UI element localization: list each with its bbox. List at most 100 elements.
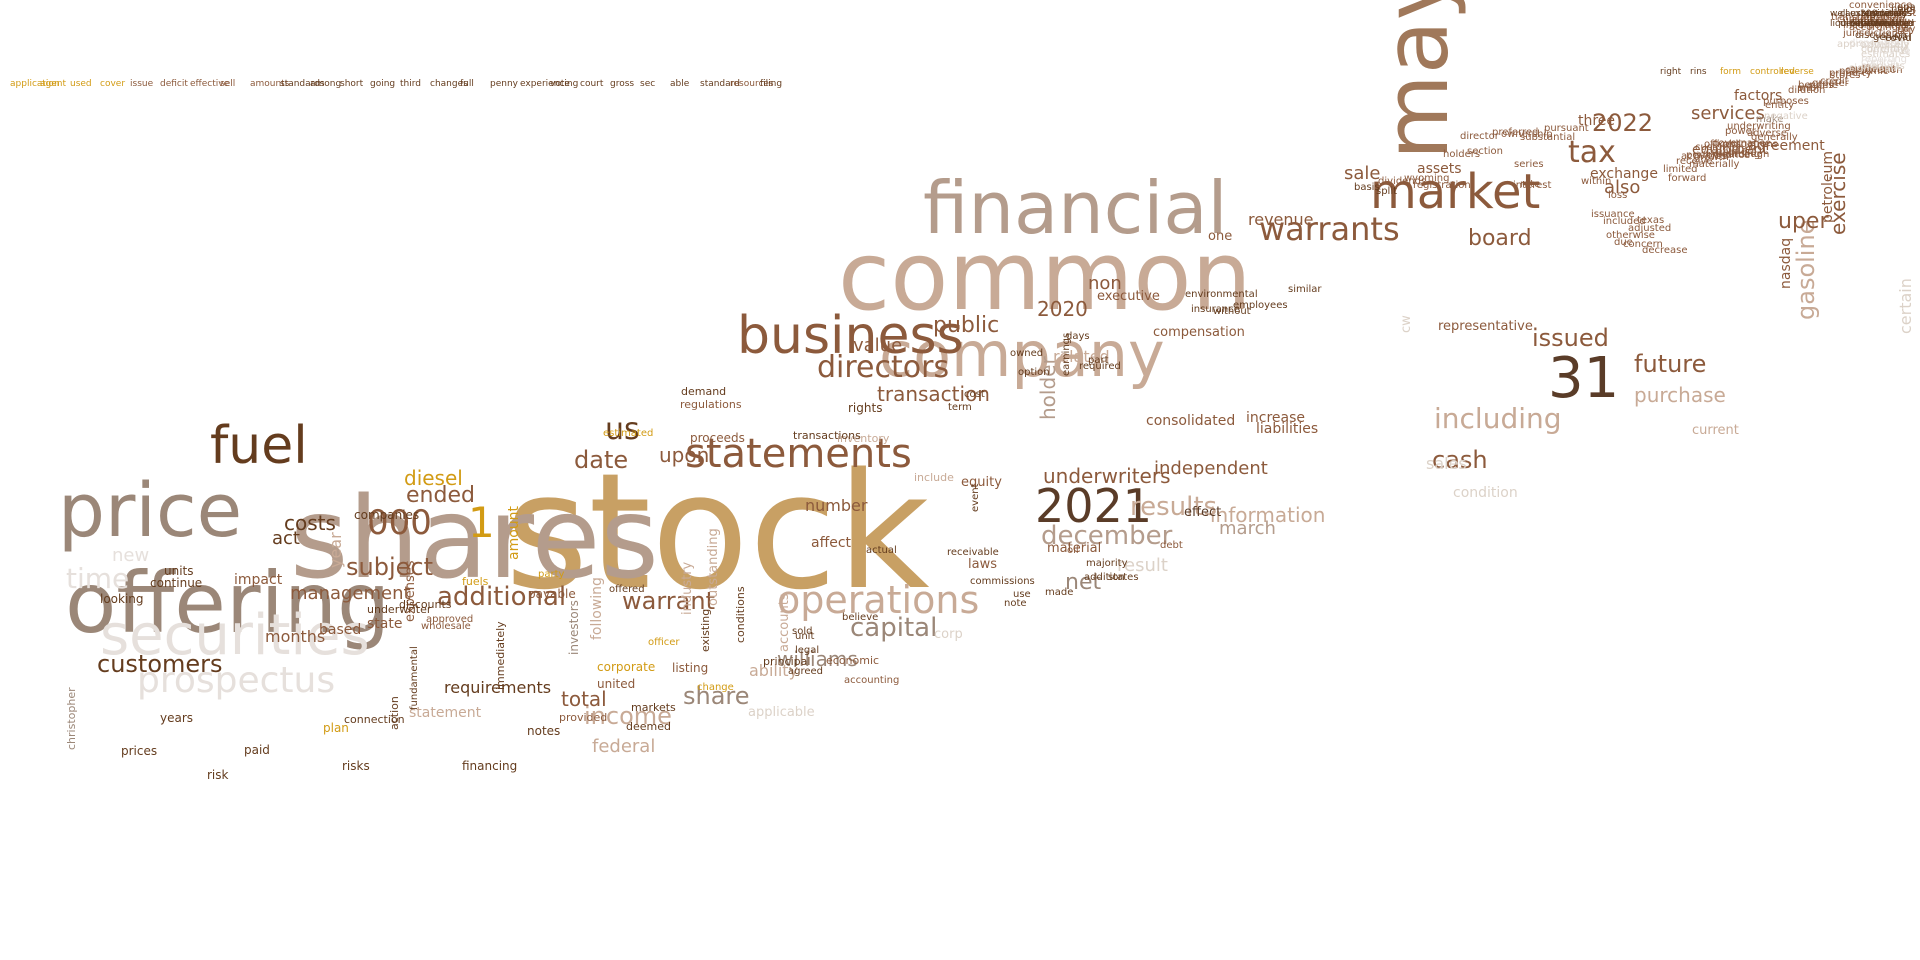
word-markets: markets <box>631 701 676 714</box>
word-obligations: obligations <box>1723 139 1778 150</box>
word-activities: activities <box>1681 151 1727 162</box>
word-impact: impact <box>234 572 283 588</box>
word-liquidity: liquidity <box>1830 19 1866 29</box>
word-pay: pay <box>1897 24 1916 35</box>
word-related: related <box>1053 347 1110 366</box>
word-transaction: transaction <box>877 382 990 406</box>
word-christopher: christopher <box>65 687 78 750</box>
word-000: 000 <box>367 503 432 543</box>
word-legal: legal <box>795 645 820 656</box>
word-days: days <box>1066 331 1090 342</box>
word-sec: sec <box>640 79 656 89</box>
word-limited: limited <box>1663 164 1698 175</box>
word-commissions: commissions <box>970 576 1035 587</box>
word-owned: owned <box>1010 348 1044 359</box>
word-going: going <box>370 79 396 89</box>
word-able: able <box>670 79 690 89</box>
word-capital: capital <box>850 613 938 643</box>
word-equity: equity <box>961 475 1002 490</box>
word-united: united <box>597 677 636 691</box>
word-texas: texas <box>1637 215 1665 226</box>
word-described: described <box>1840 19 1885 29</box>
word-underwriting: underwriting <box>1727 121 1791 132</box>
word-made: made <box>1045 587 1074 598</box>
word-cause: cause <box>1840 9 1867 19</box>
word-used: used <box>70 79 92 89</box>
word-exchange: exchange <box>1590 166 1658 182</box>
word-share: share <box>683 682 750 710</box>
word-believe: believe <box>842 612 879 623</box>
word-paid: paid <box>244 743 270 757</box>
word-cw: cw <box>1399 315 1414 333</box>
word-petroleum: petroleum <box>1820 150 1836 223</box>
word-regulations: regulations <box>680 398 742 411</box>
word-employees: employees <box>1233 300 1288 311</box>
word-transportation: transportation <box>1831 12 1903 23</box>
word-gasoline: gasoline <box>1792 219 1820 320</box>
word-preferred: preferred <box>1492 127 1539 138</box>
word-dividends: dividends <box>1378 176 1427 187</box>
word-rights: rights <box>848 401 883 415</box>
word-affect: affect <box>811 535 852 551</box>
word-environmental: environmental <box>1185 289 1258 300</box>
word-receive: receive <box>1676 156 1713 167</box>
word-customers: customers <box>97 650 223 678</box>
word-director: director <box>1460 131 1499 142</box>
word-rate: rate <box>1520 179 1541 190</box>
word-conditions: conditions <box>734 586 747 643</box>
word-new: new <box>112 545 150 566</box>
word-issuance: issuance <box>1591 209 1635 220</box>
word-purposes: purposes <box>1763 96 1809 107</box>
word-offering: offering <box>65 554 391 652</box>
word-short: short <box>340 79 364 89</box>
word-issued: issued <box>1532 324 1609 352</box>
word-economic: economic <box>826 654 880 667</box>
word-sell: sell <box>220 79 236 89</box>
word-blending: blending <box>1870 19 1910 29</box>
word-loss: loss <box>1608 190 1628 201</box>
word-provided: provided <box>559 711 608 724</box>
word-event: event <box>970 483 981 512</box>
word-disposition: disposition <box>1849 38 1903 49</box>
word-provide: provide <box>1873 46 1911 57</box>
word-application: application <box>10 79 60 89</box>
word-including: including <box>1434 402 1562 435</box>
word-results: results <box>1130 492 1218 522</box>
word-covid: covid <box>1885 33 1912 44</box>
word-result: result <box>1117 555 1168 576</box>
word-board: board <box>1468 226 1532 251</box>
word-ownership: ownership <box>1501 129 1553 140</box>
word-units: units <box>164 564 194 578</box>
word-actual: actual <box>866 545 897 556</box>
word-full: full <box>460 79 474 89</box>
word-note: note <box>1004 598 1027 609</box>
word-third: third <box>400 79 421 89</box>
word-companies: companies <box>354 508 420 522</box>
word-changes: changes <box>430 79 468 89</box>
word-fundamental: fundamental <box>409 646 420 710</box>
word-failure: failure <box>1860 19 1889 29</box>
word-additional: additional <box>437 582 567 612</box>
word-underwriter: underwriter <box>367 603 432 616</box>
word-action: action <box>388 696 401 730</box>
word-part: part <box>1088 355 1109 366</box>
word-significant: significant <box>1849 63 1901 74</box>
word-plan: plan <box>323 721 349 735</box>
word-accounting: accounting <box>844 675 900 686</box>
word-business: business <box>737 306 964 366</box>
word-estimated: estimated <box>603 428 654 439</box>
word-issue: issue <box>130 79 154 89</box>
word-officers: officers <box>1704 139 1741 150</box>
word-regarding: regarding <box>1712 149 1761 160</box>
word-warrant: warrant <box>622 587 715 615</box>
word-total: total <box>561 687 607 711</box>
word-following: following <box>589 577 605 640</box>
word-date: date <box>574 446 629 474</box>
word-generally: generally <box>1751 132 1798 143</box>
word-amount: amount <box>506 505 522 560</box>
word-current: current <box>1692 423 1739 438</box>
word-decrease: decrease <box>1642 245 1688 256</box>
word-connection: connection <box>344 713 405 726</box>
word-split: split <box>1376 186 1398 197</box>
word-epa: epa <box>1897 2 1916 13</box>
